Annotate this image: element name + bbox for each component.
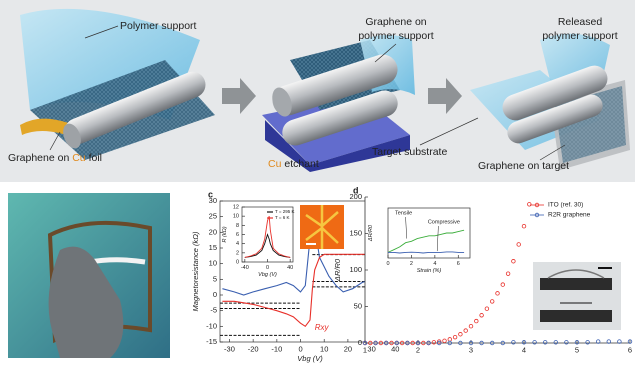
figure: Polymer support Graphene on Cu foil Cu e… [0, 0, 635, 369]
panel-label: d [353, 185, 359, 195]
label: Cu etchant [268, 158, 319, 170]
y-tick-label: 10 [233, 214, 239, 220]
photo [8, 193, 170, 358]
y-tick-label: 5 [213, 274, 217, 283]
label-part: Cu [268, 158, 282, 170]
y-tick-label: 0 [236, 259, 239, 265]
x-tick-label: -10 [271, 344, 282, 353]
x-axis-label: Strain (%) [417, 268, 442, 274]
annotation: Compressive [428, 219, 460, 225]
y-tick-label: 8 [236, 223, 239, 229]
label-part: foil [86, 152, 102, 164]
label: polymer support [358, 30, 433, 42]
y-tick-label: 0 [213, 290, 217, 299]
y-tick-label: 15 [209, 243, 217, 252]
legend-label: R2R graphene [548, 212, 591, 219]
y-tick-label: 4 [236, 241, 239, 247]
x-tick-label: 30 [367, 344, 375, 353]
device-photo [533, 262, 621, 330]
x-tick-label: 0 [266, 265, 269, 271]
y-tick-label: 10 [209, 259, 217, 268]
x-tick-label: 40 [391, 344, 399, 353]
x-axis-label: Vbg (V) [297, 354, 323, 363]
x-tick-label: 0 [386, 261, 389, 267]
label: Polymer support [120, 20, 197, 32]
y-tick-label: 6 [236, 232, 239, 238]
x-tick-label: 4 [522, 345, 526, 354]
x-tick-label: 6 [628, 345, 632, 354]
y-axis-label: ΔR/R0 [368, 224, 374, 242]
y-axis-label: Magnetoresistance (kΩ) [191, 231, 200, 311]
x-tick-label: 10 [320, 344, 328, 353]
label-part: etchant [281, 158, 318, 170]
label: Graphene on target [478, 160, 569, 172]
x-tick-label: 5 [575, 345, 579, 354]
x-tick-label: 6 [457, 261, 460, 267]
x-tick-label: 0 [298, 344, 302, 353]
label-part: Graphene on [8, 152, 72, 164]
page: {"schematic": { "polymer_support": "Poly… [0, 0, 635, 374]
y-tick-label: 2 [236, 250, 239, 256]
x-tick-label: 3 [469, 345, 473, 354]
label: Released [558, 16, 603, 28]
series-label: Rxy [315, 323, 330, 332]
label: Target substrate [372, 146, 447, 158]
x-tick-label: 20 [344, 344, 352, 353]
y-tick-label: 50 [354, 301, 362, 310]
x-tick-label: 2 [410, 261, 413, 267]
x-tick-label: -30 [224, 344, 235, 353]
y-axis-label: ΔR/R0 [333, 258, 342, 282]
label: Graphene on Cu foil [8, 152, 102, 164]
panel-label: c [208, 189, 213, 199]
y-tick-label: -15 [206, 337, 217, 346]
device-micrograph [300, 205, 344, 249]
y-tick-label: 20 [209, 227, 217, 236]
y-tick-label: 12 [233, 204, 239, 210]
label: polymer support [542, 30, 617, 42]
y-tick-label: 150 [349, 228, 362, 237]
y-axis-label: R (kΩ) [222, 226, 228, 242]
legend-label: T = 295 K [275, 209, 295, 214]
y-tick-label: 25 [209, 212, 217, 221]
y-tick-label: 0 [358, 338, 362, 347]
x-tick-label: 40 [287, 265, 293, 271]
x-axis-label: Vbg (V) [258, 272, 277, 278]
y-tick-label: -10 [206, 321, 217, 330]
x-tick-label: 4 [433, 261, 436, 267]
legend-label: ITO (ref. 30) [548, 202, 583, 209]
x-tick-label: 2 [416, 345, 420, 354]
x-tick-label: -20 [248, 344, 259, 353]
y-tick-label: -5 [210, 306, 217, 315]
legend-label: T = 6 K [275, 215, 290, 220]
x-tick-label: 1 [363, 345, 367, 354]
label-part: Cu [72, 152, 86, 164]
annotation: Tensile [395, 210, 412, 216]
label: Graphene on [365, 16, 426, 28]
x-tick-label: -40 [241, 265, 249, 271]
y-tick-label: 100 [349, 265, 362, 274]
